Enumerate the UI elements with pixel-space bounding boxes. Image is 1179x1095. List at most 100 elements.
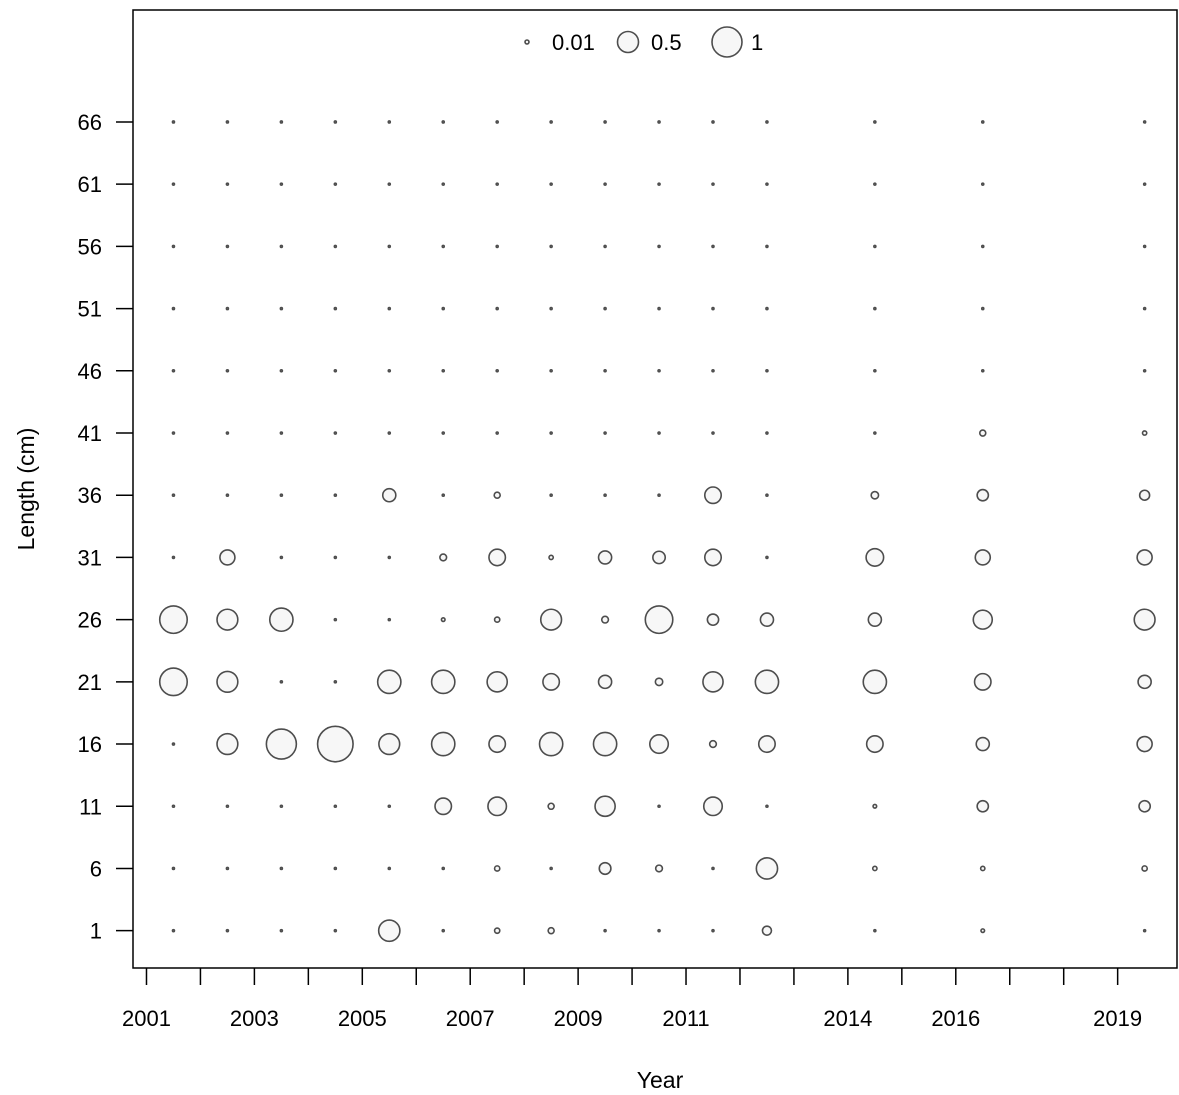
bubble-2016.5-26	[972, 609, 994, 630]
bubble-2014.5-41	[873, 431, 877, 435]
bubble-2005.5-1	[377, 919, 401, 943]
bubble-2006.5-21	[430, 669, 456, 695]
bubble-2010.5-1	[657, 928, 661, 933]
bubble-2016.5-36	[976, 488, 990, 502]
bubble-2002.5-16	[216, 732, 239, 756]
bubble-2016.5-31	[974, 549, 992, 566]
bubble-2011.5-61	[711, 182, 715, 186]
bubble-2004.5-46	[333, 369, 338, 373]
bubble-2016.5-46	[980, 369, 985, 373]
x-tick-label-2003: 2003	[230, 1006, 279, 1031]
bubble-2012.5-41	[765, 431, 769, 435]
y-tick-label-41: 41	[78, 421, 102, 446]
bubble-2001.5-1	[171, 928, 176, 933]
bubble-2009.5-46	[603, 369, 607, 373]
bubble-2007.5-46	[495, 369, 499, 373]
bubble-2005.5-46	[387, 369, 392, 373]
bubble-2004.5-61	[333, 182, 338, 186]
y-tick-label-6: 6	[90, 856, 102, 881]
bubble-2001.5-11	[171, 804, 176, 809]
x-tick-label-2016: 2016	[931, 1006, 980, 1031]
bubble-2009.5-56	[603, 244, 607, 249]
bubble-2010.5-21	[654, 677, 664, 687]
bubble-2019.5-66	[1142, 120, 1147, 124]
bubble-2011.5-46	[711, 369, 715, 373]
bubble-2006.5-31	[439, 553, 448, 562]
bubble-2006.5-26	[440, 617, 446, 623]
bubble-2008.5-1	[547, 926, 555, 935]
bubble-2006.5-46	[441, 369, 446, 373]
bubble-2002.5-26	[216, 608, 239, 631]
bubble-2008.5-21	[542, 672, 561, 691]
bubble-2001.5-66	[171, 120, 176, 124]
bubble-2014.5-61	[873, 182, 877, 186]
bubble-2019.5-51	[1142, 306, 1147, 311]
bubble-2005.5-41	[387, 431, 392, 435]
bubble-2007.5-51	[495, 306, 499, 311]
bubble-2014.5-56	[873, 244, 877, 249]
bubble-2010.5-36	[657, 493, 661, 498]
bubble-2002.5-56	[225, 244, 230, 249]
bubble-2005.5-31	[387, 555, 392, 560]
bubble-2010.5-41	[657, 431, 661, 435]
bubble-2011.5-51	[711, 306, 715, 311]
y-tick-label-36: 36	[78, 483, 102, 508]
bubble-2008.5-36	[549, 493, 553, 498]
bubble-2007.5-11	[487, 796, 508, 817]
bubble-2003.5-41	[279, 431, 284, 435]
bubble-2016.5-16	[975, 736, 991, 752]
bubble-2014.5-66	[873, 120, 877, 124]
bubble-2001.5-6	[171, 866, 176, 871]
legend-bubble-large	[711, 26, 743, 58]
bubble-2005.5-21	[376, 669, 402, 695]
bubble-2007.5-41	[495, 431, 499, 435]
bubble-2005.5-51	[387, 306, 392, 311]
bubble-2011.5-56	[711, 244, 715, 249]
bubble-2012.5-61	[765, 182, 769, 186]
bubble-2007.5-26	[493, 616, 501, 624]
x-tick-label-2001: 2001	[122, 1006, 171, 1031]
bubble-2003.5-21	[279, 680, 284, 684]
bubble-2005.5-11	[387, 804, 392, 809]
bubble-2011.5-41	[711, 431, 715, 435]
bubble-2009.5-6	[598, 861, 612, 876]
bubble-2003.5-36	[279, 493, 284, 498]
bubble-2011.5-6	[711, 866, 715, 871]
legend-bubble-small	[524, 39, 530, 45]
bubble-2006.5-36	[441, 493, 446, 498]
bubble-2007.5-36	[493, 491, 501, 500]
bubble-2004.5-56	[333, 244, 338, 249]
bubble-2011.5-36	[703, 486, 723, 505]
bubble-2016.5-1	[980, 928, 986, 934]
legend: 0.01 0.5 1	[524, 26, 763, 58]
bubbles	[158, 120, 1156, 943]
bubble-2019.5-6	[1141, 865, 1149, 872]
legend-label-small: 0.01	[552, 30, 595, 55]
x-tick-label-2009: 2009	[554, 1006, 603, 1031]
y-tick-label-16: 16	[78, 732, 102, 757]
x-tick-label-2005: 2005	[338, 1006, 387, 1031]
bubble-2006.5-66	[441, 120, 446, 124]
bubble-2011.5-1	[711, 928, 715, 933]
y-axis-title: Length (cm)	[13, 428, 39, 551]
y-tick-label-66: 66	[78, 110, 102, 135]
bubble-2007.5-16	[488, 735, 507, 754]
x-tick-label-2011: 2011	[662, 1006, 709, 1031]
bubble-2010.5-11	[657, 804, 661, 809]
bubble-2003.5-1	[279, 928, 284, 933]
bubble-2008.5-61	[549, 182, 553, 186]
bubble-2004.5-41	[333, 431, 338, 435]
bubble-2010.5-56	[657, 244, 661, 249]
bubble-2006.5-11	[434, 797, 453, 816]
bubble-2009.5-61	[603, 182, 607, 186]
bubble-2012.5-6	[755, 857, 779, 880]
bubble-2002.5-31	[219, 549, 236, 566]
bubble-2012.5-51	[765, 306, 769, 311]
bubble-2019.5-21	[1137, 674, 1152, 690]
bubble-2009.5-21	[597, 674, 613, 690]
bubble-2001.5-41	[171, 431, 176, 435]
bubble-2014.5-46	[873, 369, 877, 373]
bubble-2019.5-16	[1136, 735, 1153, 753]
bubble-2012.5-56	[765, 244, 769, 249]
